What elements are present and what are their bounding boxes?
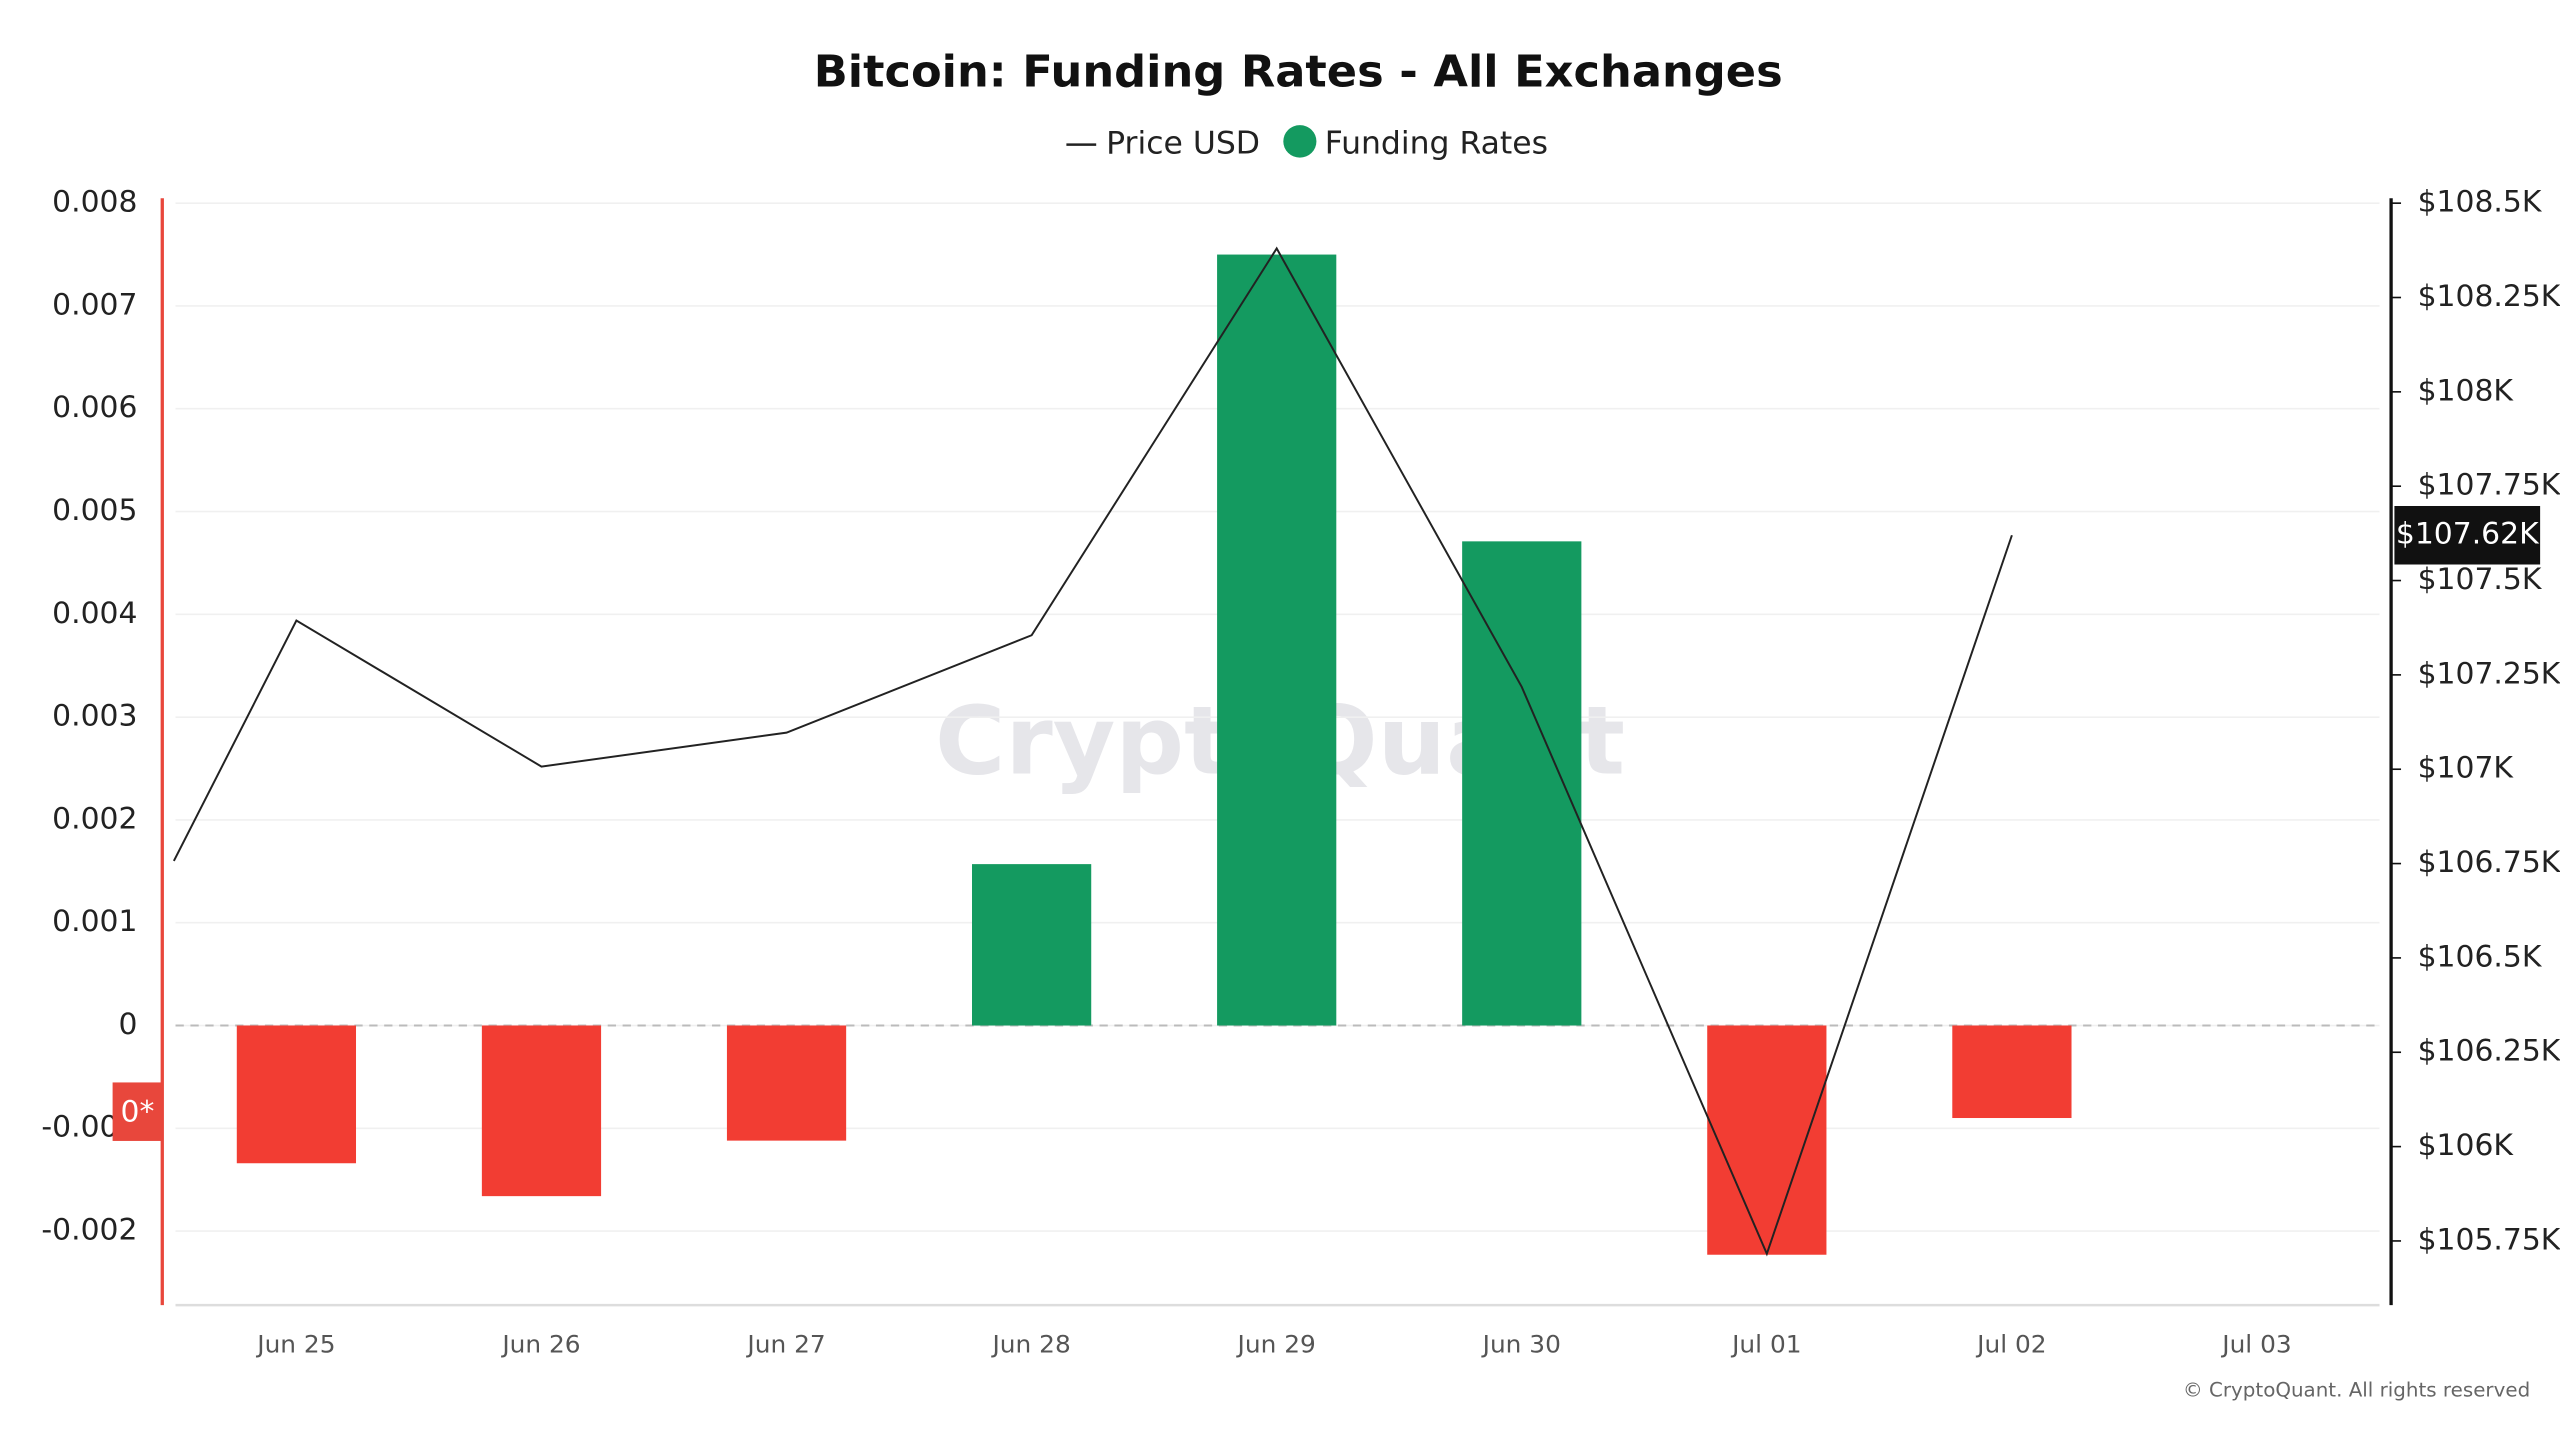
- x-tick-label: Jun 26: [500, 1330, 580, 1359]
- y2-tick-label: $108.5K: [2418, 185, 2542, 219]
- y2-tick-label: $107.75K: [2418, 468, 2560, 502]
- y-tick-label: 0.008: [52, 185, 137, 219]
- bar: [1462, 541, 1582, 1026]
- price-line: [172, 246, 2013, 1257]
- y2-tick-label: $108.25K: [2418, 279, 2560, 313]
- y2-tick-label: $107.5K: [2418, 562, 2542, 596]
- y-tick-label: 0.007: [52, 288, 137, 322]
- y-tick-label: -0.002: [41, 1213, 137, 1247]
- y-tick-label: 0.003: [52, 699, 137, 733]
- y-tick-label: 0.005: [52, 493, 137, 527]
- x-tick-label: Jun 27: [745, 1330, 825, 1359]
- y-tick-label: 0.006: [52, 390, 137, 424]
- y-tick-label: 0.002: [52, 802, 137, 836]
- y2-tick-label: $107K: [2418, 751, 2514, 785]
- legend-label: Price USD: [1106, 126, 1260, 162]
- y2-tick-label: $106K: [2418, 1128, 2514, 1162]
- bar: [1707, 1025, 1827, 1255]
- footer: © CryptoQuant. All rights reserved: [2183, 1379, 2530, 1402]
- x-tick-label: Jun 28: [990, 1330, 1070, 1359]
- x-tick-label: Jul 02: [1975, 1330, 2046, 1359]
- bar: [726, 1025, 847, 1141]
- x-tick-label: Jul 03: [2220, 1330, 2291, 1359]
- bar: [236, 1025, 357, 1164]
- y2-tick-label: $106.25K: [2418, 1034, 2560, 1068]
- y2-tick-label: $107.25K: [2418, 657, 2560, 691]
- bar: [481, 1025, 602, 1197]
- y2-tick-label: $106.75K: [2418, 845, 2560, 879]
- y2-tick-label: $105.75K: [2418, 1223, 2560, 1257]
- x-tick-label: Jun 30: [1481, 1330, 1561, 1359]
- zero-marker-box: [112, 1082, 163, 1141]
- price-label-box: [2394, 505, 2541, 565]
- y-tick-label: 0: [118, 1007, 137, 1041]
- price-label: $107.62K: [2396, 517, 2539, 551]
- y2-tick-label: $106.5K: [2418, 940, 2542, 974]
- chart-title: Bitcoin: Funding Rates - All Exchanges: [814, 47, 1783, 98]
- y-tick-label: 0.001: [52, 904, 137, 938]
- bar: [972, 864, 1092, 1026]
- y-tick-label: 0.004: [52, 596, 137, 630]
- bar: [1217, 254, 1337, 1026]
- y2-tick-label: $108K: [2418, 374, 2514, 408]
- bar: [1952, 1025, 2072, 1119]
- zero-marker: 0*: [121, 1095, 155, 1129]
- x-tick-label: Jul 01: [1730, 1330, 1801, 1359]
- legend-dot: [1283, 125, 1317, 158]
- x-tick-label: Jun 29: [1236, 1330, 1316, 1359]
- x-tick-label: Jun 25: [255, 1330, 335, 1359]
- legend-label: Funding Rates: [1325, 126, 1548, 162]
